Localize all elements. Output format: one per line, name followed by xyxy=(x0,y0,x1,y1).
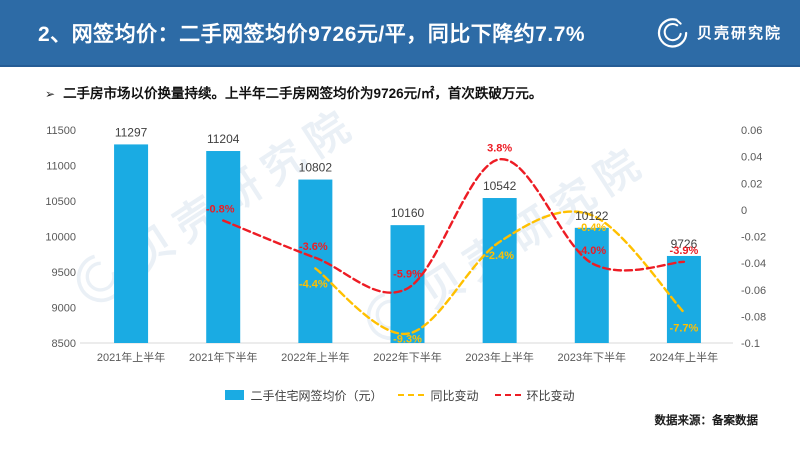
legend-item-yoy: 同比变动 xyxy=(398,387,479,404)
bar-value-label: 9726 xyxy=(671,237,698,251)
price-bar xyxy=(206,151,241,343)
price-bar xyxy=(114,144,149,343)
left-axis-tick: 11000 xyxy=(46,161,76,173)
bar-value-label: 10160 xyxy=(391,206,425,220)
right-axis-tick: -0.06 xyxy=(741,285,766,297)
bar-value-label: 11204 xyxy=(207,132,240,146)
bar-value-label: 11297 xyxy=(115,125,148,139)
bar-value-label: 10542 xyxy=(483,179,517,193)
slide-header: 2、网签均价：二手网签均价9726元/平，同比下降约7.7% 贝壳研究院 xyxy=(0,0,800,67)
mom-point-label: 3.8% xyxy=(487,142,512,154)
x-axis-label: 2022年上半年 xyxy=(281,350,349,364)
legend-yoy-dash-swatch xyxy=(398,394,425,396)
yoy-point-label: -9.3% xyxy=(393,334,422,346)
x-axis-label: 2024年上半年 xyxy=(650,350,718,364)
legend-bar-swatch xyxy=(225,390,245,400)
legend-label: 二手住宅网签均价（元） xyxy=(250,388,383,403)
bar-value-label: 10122 xyxy=(575,209,609,223)
right-axis-tick: 0.06 xyxy=(741,125,762,137)
legend-mom-dash-swatch xyxy=(494,394,521,396)
left-axis-tick: 8500 xyxy=(52,338,76,350)
right-axis-tick: 0.04 xyxy=(741,152,762,164)
mom-point-label: -0.8% xyxy=(206,204,235,216)
x-axis-label: 2021年下半年 xyxy=(189,350,257,364)
right-axis-tick: -0.1 xyxy=(741,338,760,350)
key-message-text: 二手房市场以价换量持续。上半年二手房网签均价为9726元/㎡，首次跌破万元。 xyxy=(63,86,543,101)
mom-point-label: -5.9% xyxy=(393,268,422,280)
page-title: 2、网签均价：二手网签均价9726元/平，同比下降约7.7% xyxy=(38,22,586,46)
mom-line xyxy=(222,158,686,294)
mom-point-label: -3.9% xyxy=(670,245,699,257)
right-axis-tick: -0.08 xyxy=(741,311,766,323)
mom-point-label: -4.0% xyxy=(577,245,606,257)
legend-item-price: 二手住宅网签均价（元） xyxy=(225,387,382,404)
price-bar xyxy=(298,179,333,343)
key-message: ➢ 二手房市场以价换量持续。上半年二手房网签均价为9726元/㎡，首次跌破万元。 xyxy=(45,82,765,102)
beike-shell-icon xyxy=(656,16,690,50)
brand-logo-text: 贝壳研究院 xyxy=(696,25,782,42)
left-axis-tick: 10500 xyxy=(45,196,76,208)
bar-value-label: 10802 xyxy=(299,161,333,175)
arrow-bullet-icon: ➢ xyxy=(45,87,56,101)
x-axis-label: 2022年下半年 xyxy=(373,350,441,364)
yoy-line xyxy=(314,210,686,335)
legend-item-mom: 环比变动 xyxy=(494,387,575,404)
right-axis-tick: -0.04 xyxy=(741,258,766,270)
data-source-note: 数据来源：备案数据 xyxy=(654,415,759,427)
legend-label: 同比变动 xyxy=(430,388,479,403)
left-axis-tick: 10000 xyxy=(45,232,76,244)
left-axis-tick: 9000 xyxy=(52,303,76,315)
price-bar xyxy=(482,198,517,343)
yoy-point-label: -2.4% xyxy=(485,250,514,262)
brand-logo: 贝壳研究院 xyxy=(656,16,782,50)
price-bar xyxy=(574,227,609,343)
mom-point-label: -3.6% xyxy=(299,241,328,253)
x-axis-label: 2021年上半年 xyxy=(97,350,165,364)
chart-legend: 二手住宅网签均价（元） 同比变动 环比变动 xyxy=(0,385,800,405)
x-axis-label: 2023年上半年 xyxy=(465,350,533,364)
left-axis-tick: 11500 xyxy=(46,125,76,137)
yoy-point-label: -7.7% xyxy=(670,322,699,334)
right-axis-tick: 0 xyxy=(741,205,747,217)
yoy-point-label: -0.4% xyxy=(577,222,606,234)
right-axis-tick: -0.02 xyxy=(741,232,766,244)
left-axis-tick: 9500 xyxy=(52,267,76,279)
right-axis-tick: 0.02 xyxy=(741,178,762,190)
legend-label: 环比变动 xyxy=(526,388,575,403)
yoy-point-label: -4.4% xyxy=(299,278,328,290)
price-bar xyxy=(390,225,425,343)
x-axis-label: 2023年下半年 xyxy=(558,350,626,364)
